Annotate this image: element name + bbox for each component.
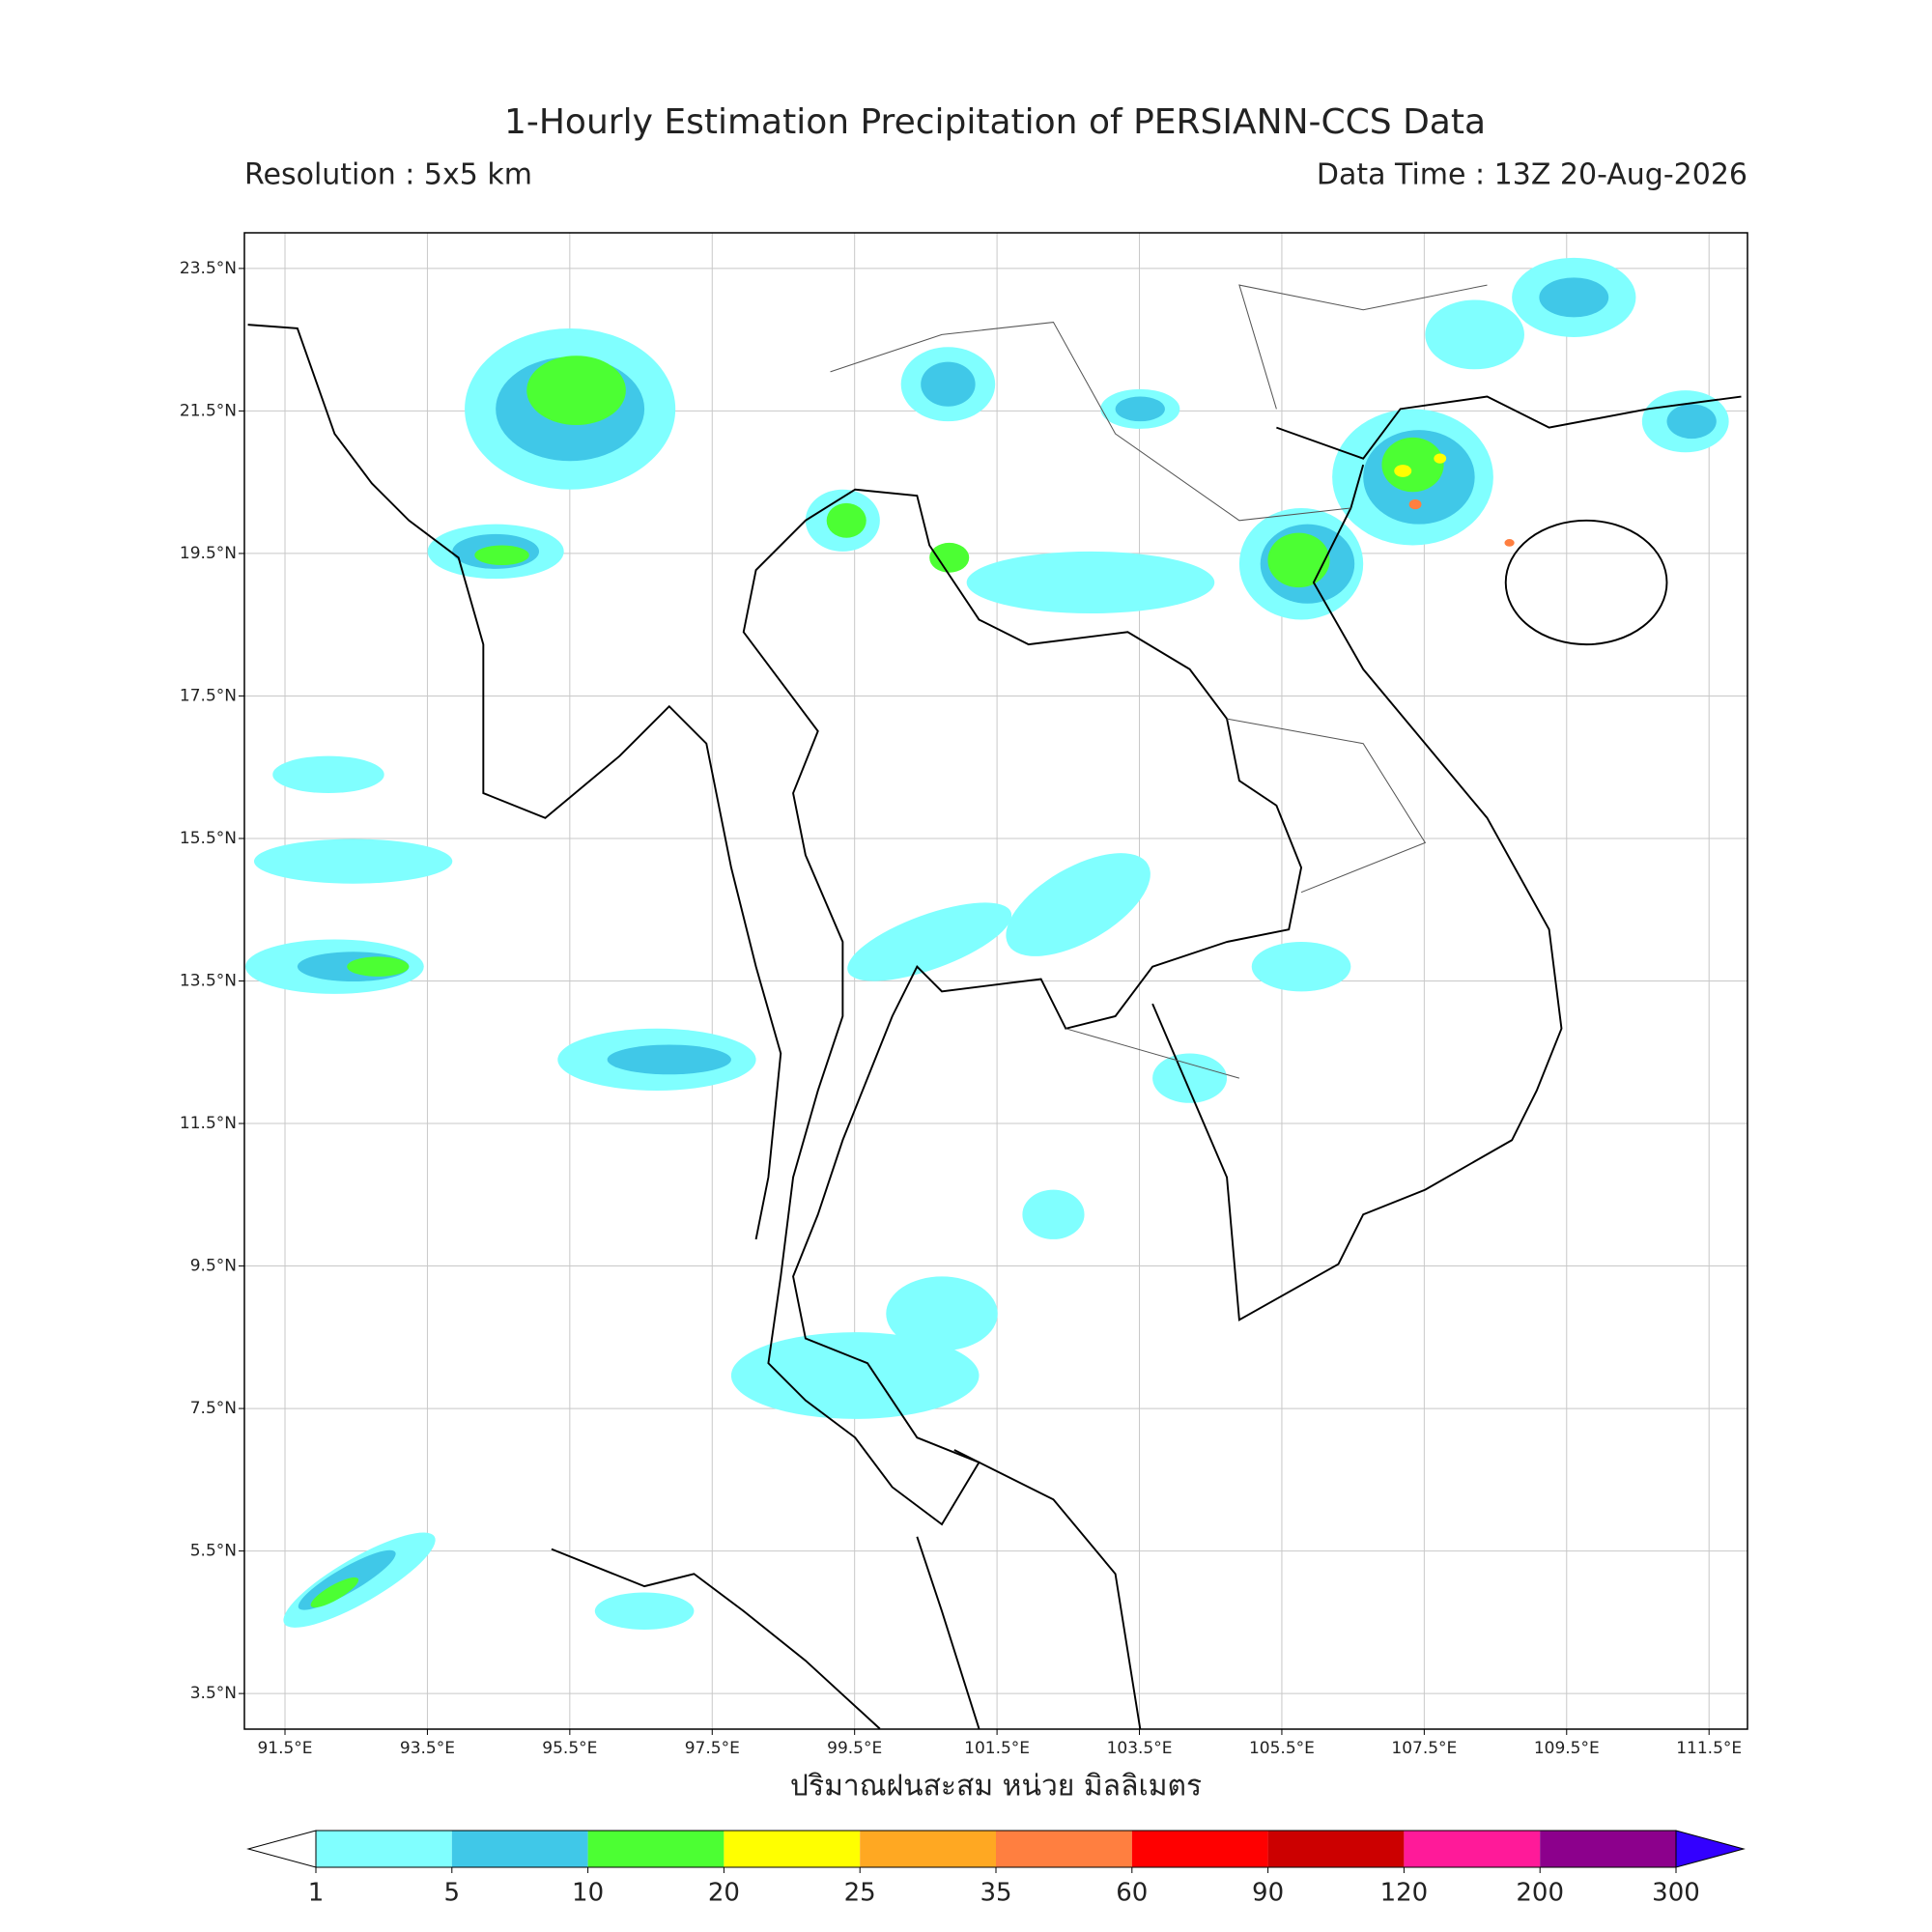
colorbar-label: 120 [1380, 1879, 1429, 1908]
x-tick-label: 91.5°E [257, 1739, 312, 1758]
x-tick-label: 109.5°E [1534, 1739, 1600, 1758]
y-tick-label: 23.5°N [180, 259, 237, 278]
colorbar-bin [1131, 1831, 1268, 1867]
grid [244, 233, 1747, 1729]
colorbar-label: 35 [980, 1879, 1011, 1908]
subtitle-right: Data Time : 13Z 20-Aug-2026 [1317, 158, 1747, 192]
colorbar-bin [587, 1831, 724, 1867]
x-tick-label: 111.5°E [1676, 1739, 1742, 1758]
colorbar-bin [1404, 1831, 1541, 1867]
y-tick-label: 11.5°N [180, 1114, 237, 1133]
subtitle-left: Resolution : 5x5 km [244, 158, 532, 192]
colorbar-over [1675, 1830, 1746, 1868]
colorbar-under [246, 1830, 317, 1868]
colorbar-label: 25 [844, 1879, 876, 1908]
x-tick-label: 99.5°E [827, 1739, 882, 1758]
x-tick-label: 105.5°E [1249, 1739, 1315, 1758]
y-tick-label: 3.5°N [190, 1684, 237, 1703]
y-tick-label: 17.5°N [180, 686, 237, 705]
y-tick-label: 13.5°N [180, 972, 237, 991]
x-tick-label: 97.5°E [685, 1739, 740, 1758]
colorbar-bin [996, 1831, 1132, 1867]
y-tick-label: 21.5°N [180, 401, 237, 420]
x-tick-label: 95.5°E [542, 1739, 597, 1758]
y-tick-label: 9.5°N [190, 1257, 237, 1276]
x-label: ปริมาณฝนสะสม หน่วย มิลลิเมตร [790, 1770, 1202, 1804]
colorbar-bin [860, 1831, 996, 1867]
colorbar-bin [1267, 1831, 1405, 1867]
colorbar-bin [316, 1831, 452, 1867]
x-tick-label: 107.5°E [1391, 1739, 1457, 1758]
x-tick-label: 101.5°E [964, 1739, 1030, 1758]
precipitation [245, 257, 1729, 1631]
colorbar-label: 60 [1116, 1879, 1148, 1908]
y-tick-label: 15.5°N [180, 829, 237, 848]
colorbar-bin [724, 1831, 861, 1867]
y-tick-label: 5.5°N [190, 1542, 237, 1561]
x-tick-label: 103.5°E [1107, 1739, 1173, 1758]
coastlines [247, 284, 1742, 1730]
x-tick-label: 93.5°E [400, 1739, 455, 1758]
colorbar-label: 10 [572, 1879, 604, 1908]
y-tick-label: 7.5°N [190, 1399, 237, 1418]
colorbar-bin [451, 1831, 588, 1867]
colorbar-label: 200 [1516, 1879, 1564, 1908]
colorbar-label: 20 [708, 1879, 740, 1908]
title: 1-Hourly Estimation Precipitation of PER… [504, 102, 1486, 142]
colorbar-bin [1540, 1831, 1676, 1867]
colorbar-label: 90 [1252, 1879, 1284, 1908]
colorbar-label: 300 [1652, 1879, 1700, 1908]
colorbar-label: 1 [308, 1879, 325, 1908]
y-tick-label: 19.5°N [180, 544, 237, 563]
colorbar-label: 5 [444, 1879, 461, 1908]
colorbar: 1 5 10 20 25 35 60 90 120 200 300 [246, 1830, 1746, 1908]
